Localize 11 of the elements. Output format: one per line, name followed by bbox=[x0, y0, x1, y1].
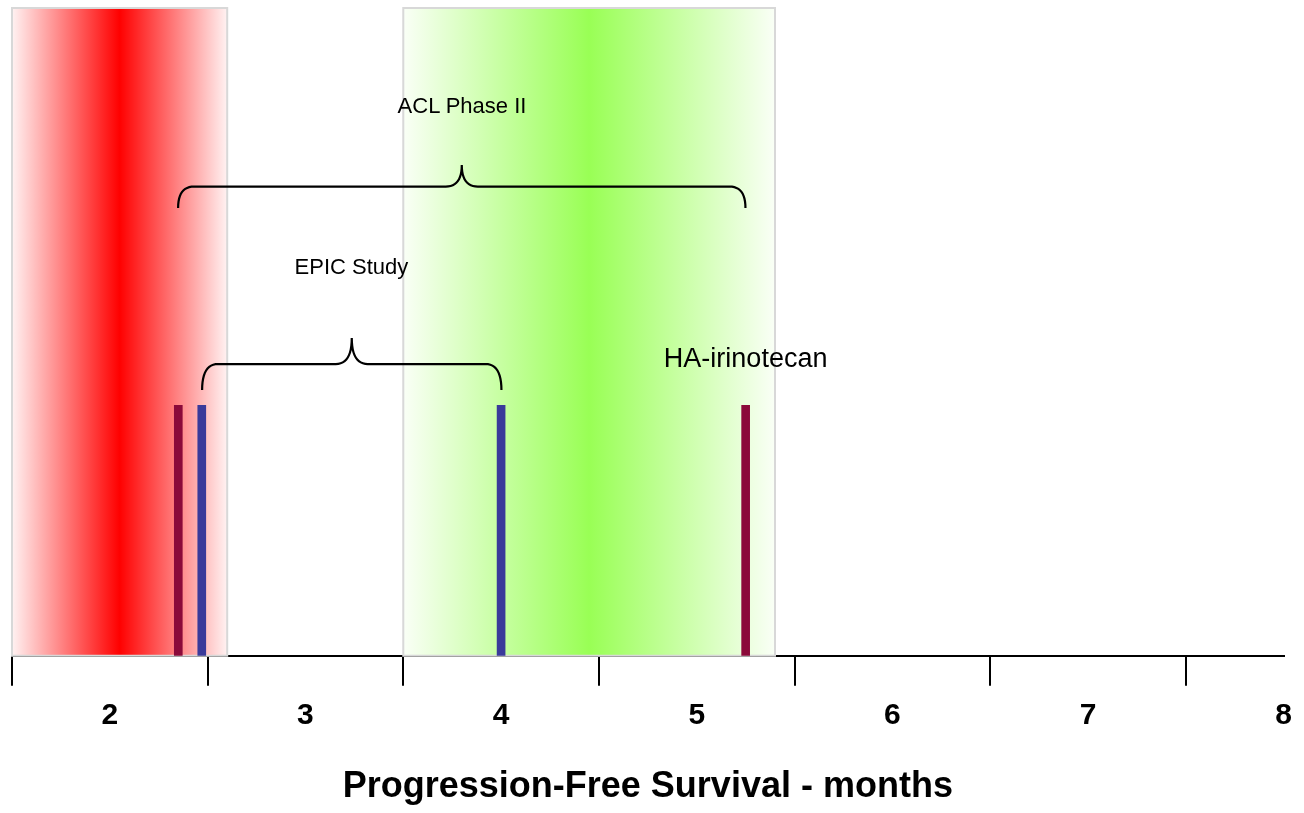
x-tick-label: 5 bbox=[688, 697, 706, 731]
x-tick-label: 3 bbox=[297, 697, 314, 731]
x-tick-label: 4 bbox=[492, 697, 510, 731]
text: ACL Phase II bbox=[397, 93, 527, 119]
annotation: HA-irinotecan bbox=[663, 342, 828, 373]
text: EPIC Study bbox=[294, 254, 409, 280]
x-axis-title: Progression-Free Survival - months bbox=[342, 764, 953, 806]
x-tick-label: 6 bbox=[884, 697, 901, 731]
x-tick-label: 2 bbox=[101, 697, 119, 731]
x-tick-label: 7 bbox=[1079, 697, 1097, 731]
x-tick-label: 8 bbox=[1275, 697, 1292, 731]
